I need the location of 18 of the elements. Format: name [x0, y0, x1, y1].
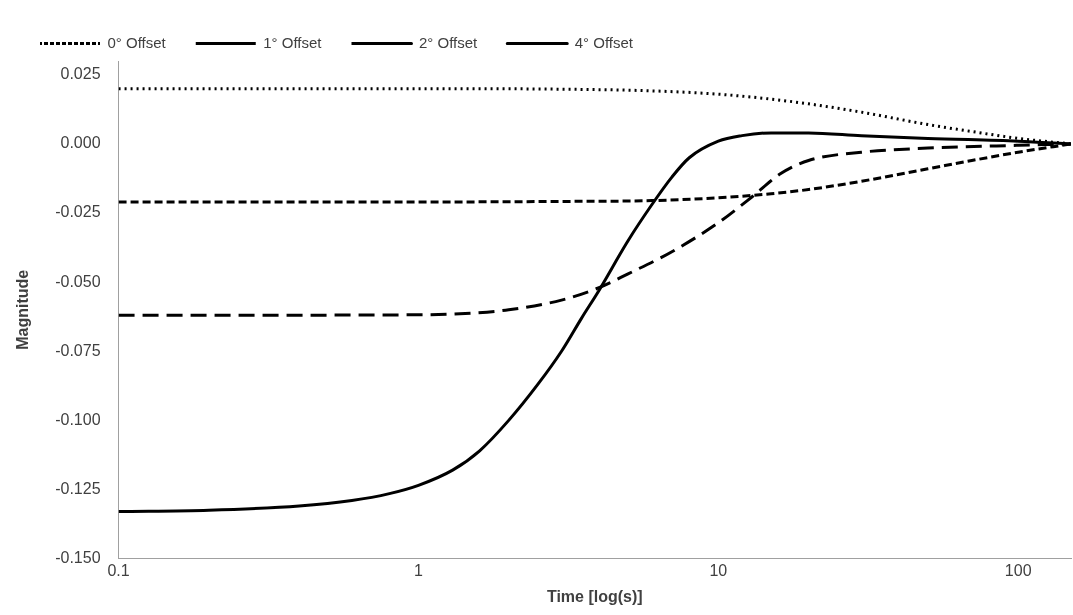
x-axis-title: Time [log(s)] [546, 587, 643, 605]
x-tick-label: 1 [413, 561, 423, 579]
legend-label: 2° Offset [419, 33, 479, 51]
x-tick-label: 100 [1004, 561, 1032, 579]
y-tick-label: -0.050 [55, 272, 101, 290]
y-tick-label: 0.025 [60, 65, 101, 83]
legend-label: 0° Offset [107, 33, 167, 51]
legend-label: 4° Offset [574, 33, 634, 51]
y-axis-title: Magnitude [14, 269, 32, 350]
legend-label: 1° Offset [263, 33, 323, 51]
y-tick-label: -0.100 [55, 410, 101, 428]
x-tick-label: 0.1 [107, 561, 130, 579]
y-tick-label: -0.150 [55, 549, 101, 567]
y-tick-label: 0.000 [60, 134, 101, 152]
y-tick-label: -0.025 [55, 203, 101, 221]
y-tick-label: -0.125 [55, 479, 101, 497]
y-tick-label: -0.075 [55, 341, 101, 359]
x-tick-label: 10 [709, 561, 728, 579]
